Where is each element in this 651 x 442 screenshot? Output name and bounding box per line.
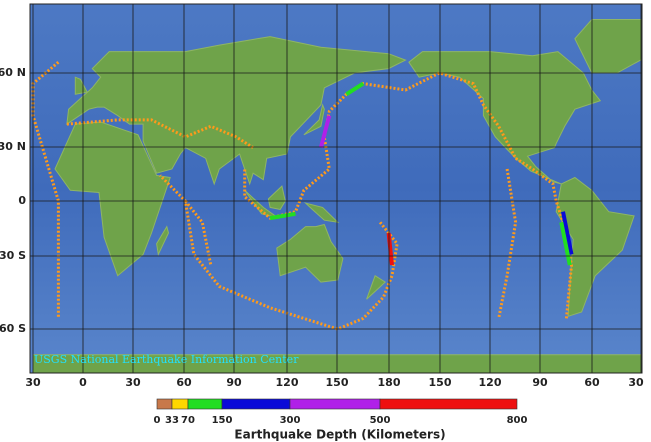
- quake-belt: [31, 61, 60, 319]
- deep-quakes: [269, 211, 296, 221]
- continent: [366, 274, 387, 300]
- deep-quakes: [559, 221, 572, 266]
- quake-belt: [184, 200, 213, 266]
- legend: 0 33 70 150 300 500 800: [154, 398, 528, 426]
- legend-swatch: [171, 398, 189, 410]
- deep-quakes: [345, 81, 365, 96]
- longitude-label: 30: [25, 376, 41, 389]
- latitude-label: 0: [18, 194, 26, 207]
- longitude-label: 90: [226, 376, 242, 389]
- longitude-label: 120: [276, 376, 299, 389]
- quake-belt: [66, 118, 254, 149]
- legend-tick-label: 33: [165, 415, 179, 426]
- longitude-label: 120: [479, 376, 502, 389]
- latitude-label: 30 S: [0, 249, 26, 262]
- earthquake-belts: [31, 61, 574, 331]
- latitude-label: 60 N: [0, 66, 26, 79]
- continent: [156, 225, 170, 257]
- deep-quakes: [561, 211, 574, 255]
- legend-tick-label: 800: [507, 415, 528, 426]
- legend-tick-label: 150: [212, 415, 233, 426]
- axis-labels: 60 N 30 N 0 30 S 60 S 30 0 30 60 90 120 150 180 150 12…: [0, 66, 644, 389]
- legend-title: Earthquake Depth (Kilometers): [234, 428, 445, 442]
- legend-swatch: [379, 398, 518, 410]
- legend-tick-label: 70: [181, 415, 195, 426]
- continent: [303, 103, 325, 136]
- credit: USGS National Earthquake Information Cen…: [34, 353, 299, 366]
- longitude-label: 30: [125, 376, 141, 389]
- quake-belt: [158, 174, 399, 331]
- continent: [408, 51, 602, 185]
- longitude-label: 150: [326, 376, 349, 389]
- longitude-label: 150: [429, 376, 452, 389]
- grid: [30, 4, 642, 373]
- latitude-label: 60 S: [0, 322, 26, 335]
- quake-belt: [497, 168, 518, 319]
- longitude-label: 30: [628, 376, 644, 389]
- legend-swatch: [221, 398, 291, 410]
- quake-belt: [243, 71, 574, 319]
- longitude-label: 90: [532, 376, 548, 389]
- legend-tick-label: 300: [280, 415, 301, 426]
- map-frame: [29, 3, 643, 374]
- legend-tick-label: 0: [154, 415, 161, 426]
- longitude-label: 60: [176, 376, 192, 389]
- longitude-label: 180: [378, 376, 401, 389]
- continent: [267, 185, 286, 211]
- latitude-label: 30 N: [0, 140, 26, 153]
- legend-swatch: [187, 398, 223, 410]
- legend-tick-label: 500: [370, 415, 391, 426]
- legend-swatch: [156, 398, 173, 410]
- longitude-label: 60: [584, 376, 600, 389]
- continent: [303, 202, 340, 224]
- longitude-label: 0: [79, 376, 87, 389]
- deep-quakes: [318, 115, 332, 149]
- map-area: USGS National Earthquake Information Cen…: [30, 4, 642, 373]
- legend-swatch: [289, 398, 381, 410]
